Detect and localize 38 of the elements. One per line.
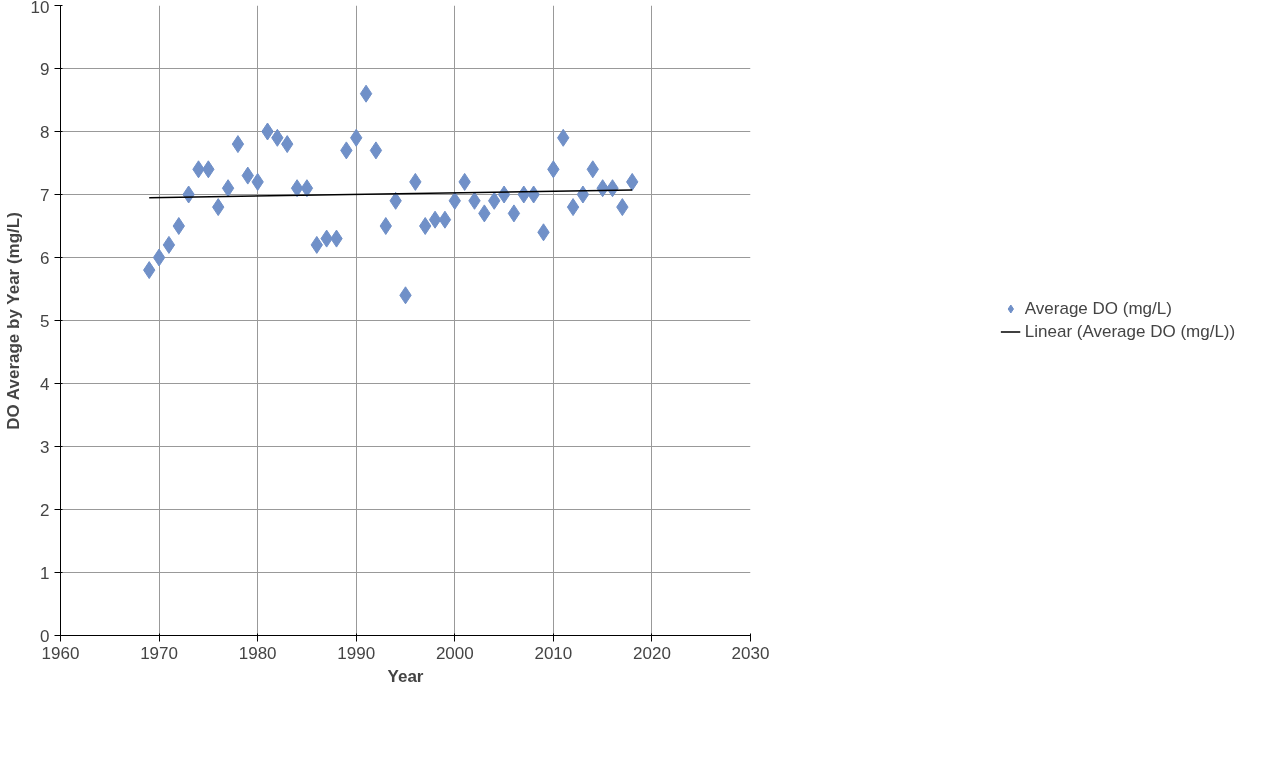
point (300, 179, 314, 198)
point (162, 235, 176, 254)
point (152, 248, 166, 267)
legend-label: Average DO (mg/L) (1024, 298, 1173, 319)
x-tick-label: 2010 (534, 643, 573, 663)
point (507, 204, 521, 223)
y-tick-label: 7 (40, 185, 50, 205)
x-tick-label: 2030 (731, 643, 770, 663)
y-tick-label: 4 (40, 374, 50, 394)
y-tick-label: 5 (40, 311, 50, 331)
y-tick-label: 6 (40, 248, 50, 268)
x-tick-label: 2020 (633, 643, 671, 663)
y-tick-label: 10 (30, 0, 50, 17)
x-axis-title: Year (387, 666, 424, 686)
y-tick-label: 9 (40, 59, 50, 79)
x-tick-label: 1990 (337, 643, 376, 663)
x-tick-label: 1970 (140, 643, 178, 663)
y-tick-label: 3 (40, 437, 50, 457)
point (428, 210, 442, 229)
y-tick-label: 0 (40, 626, 50, 646)
point (290, 179, 304, 198)
point (419, 217, 432, 235)
point (369, 141, 383, 160)
x-tick-label: 1980 (238, 643, 277, 663)
point (438, 210, 452, 229)
point (566, 198, 580, 217)
point (231, 135, 245, 154)
point (359, 84, 373, 103)
y-tick-label: 1 (40, 563, 50, 583)
y-axis-title: DO Average by Year (mg/L) (3, 212, 23, 430)
x-tick-label: 1960 (41, 643, 80, 663)
point (172, 217, 185, 235)
y-tick-label: 8 (40, 122, 50, 142)
x-tick-label: 2000 (435, 643, 474, 663)
point (379, 217, 392, 235)
y-tick-label: 2 (40, 500, 50, 520)
point (221, 179, 235, 198)
legend-label: Linear (Average DO (mg/L)) (1024, 321, 1236, 342)
